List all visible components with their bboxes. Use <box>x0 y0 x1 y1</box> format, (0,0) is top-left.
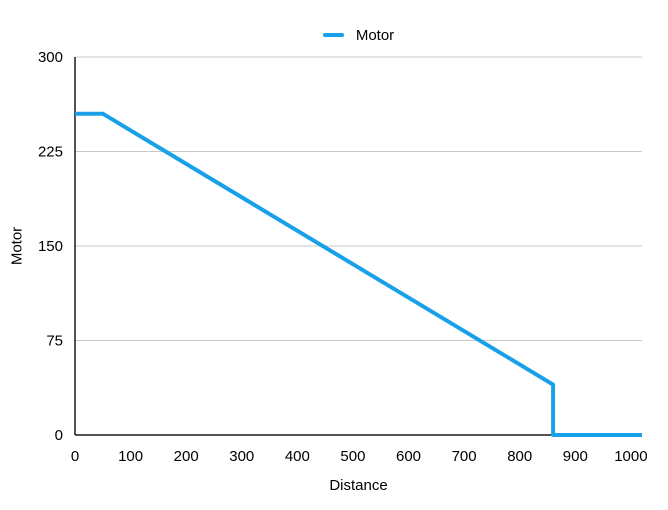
y-tick-label-225: 225 <box>38 144 63 161</box>
x-tick-label-600: 600 <box>396 448 421 465</box>
chart-legend: Motor <box>75 24 642 46</box>
x-tick-label-700: 700 <box>452 448 477 465</box>
y-axis-title: Motor <box>8 226 26 266</box>
series-line-motor <box>75 111 642 437</box>
x-tick-label-300: 300 <box>229 448 254 465</box>
x-tick-label-1000: 1000 <box>614 448 647 465</box>
y-tick-label-75: 75 <box>46 333 63 350</box>
y-tick-label-300: 300 <box>38 49 63 66</box>
x-tick-label-200: 200 <box>174 448 199 465</box>
x-axis-title: Distance <box>329 477 388 494</box>
x-tick-label-500: 500 <box>340 448 365 465</box>
x-tick-label-400: 400 <box>285 448 310 465</box>
x-tick-label-900: 900 <box>563 448 588 465</box>
x-tick-label-0: 0 <box>71 448 79 465</box>
x-tick-label-100: 100 <box>118 448 143 465</box>
x-tick-label-800: 800 <box>507 448 532 465</box>
y-tick-label-150: 150 <box>38 238 63 255</box>
legend-motor-swatch <box>322 33 344 37</box>
legend-motor-label: Motor <box>355 26 395 44</box>
y-tick-label-0: 0 <box>55 427 63 444</box>
